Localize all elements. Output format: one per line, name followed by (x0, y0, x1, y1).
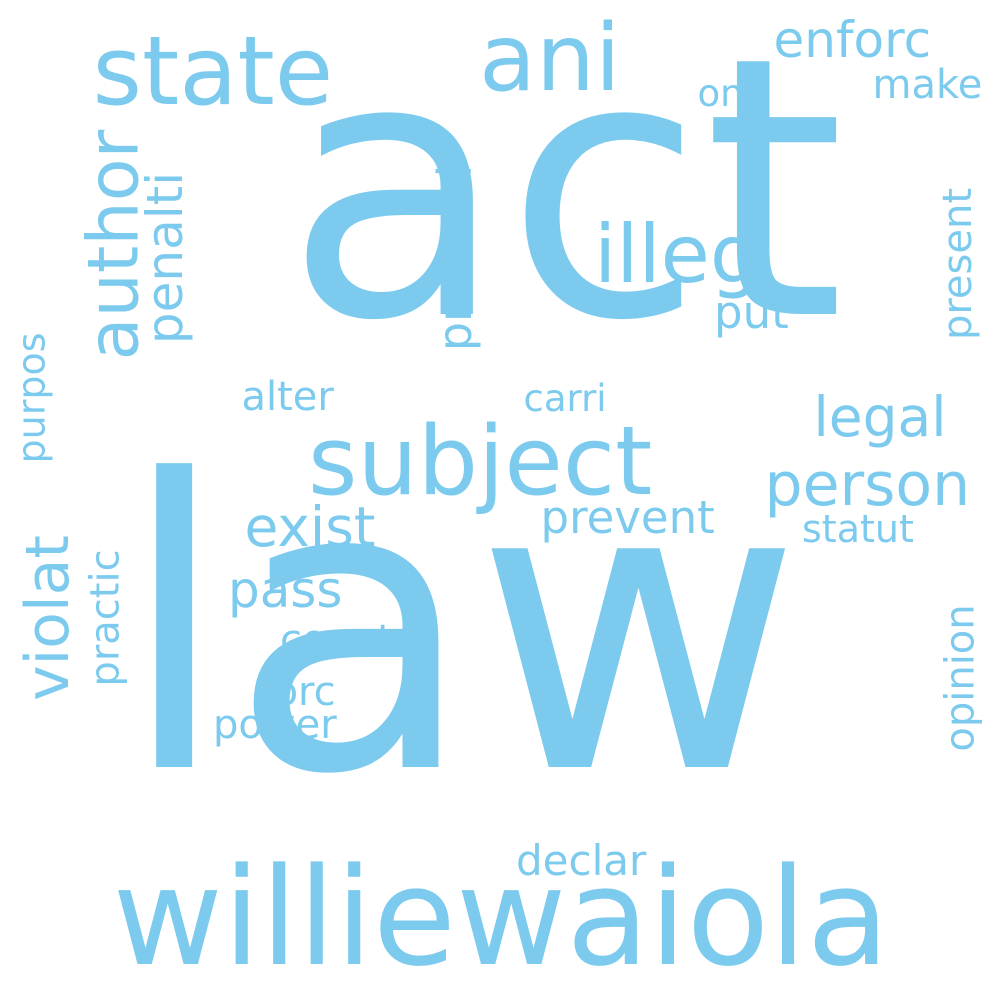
word-make: make (872, 62, 983, 108)
word-proceed: proceed (428, 164, 483, 351)
word-violat: violat (12, 534, 83, 701)
word-enforc: enforc (773, 11, 932, 69)
word-legal: legal (813, 385, 947, 449)
word-power: power (213, 702, 337, 748)
word-exist: exist (244, 495, 376, 559)
word-purpos: purpos (9, 332, 53, 463)
word-williewaiola: williewaiola (112, 839, 890, 996)
word-countri: countri (280, 617, 421, 663)
word-person: person (764, 450, 971, 520)
word-state: state (92, 17, 334, 127)
word-opinion: opinion (937, 603, 984, 752)
word-practic: practic (82, 548, 129, 687)
word-illeg: illeg (594, 208, 761, 301)
word-forc: forc (259, 669, 336, 715)
word-alter: alter (241, 374, 334, 420)
word-penalti: penalti (136, 171, 195, 344)
word-prevent: prevent (540, 491, 715, 544)
word-present: present (935, 187, 982, 341)
word-statut: statut (802, 507, 914, 551)
word-onli: onli (697, 72, 765, 115)
word-declar: declar (516, 836, 647, 885)
word-ani: ani (479, 4, 621, 112)
word-act: act (285, 0, 845, 399)
word-subject: subject (308, 407, 653, 517)
word-put: put (714, 286, 789, 339)
word-law: law (118, 397, 802, 862)
word-pass: pass (228, 561, 343, 619)
word-carri: carri (523, 377, 607, 420)
